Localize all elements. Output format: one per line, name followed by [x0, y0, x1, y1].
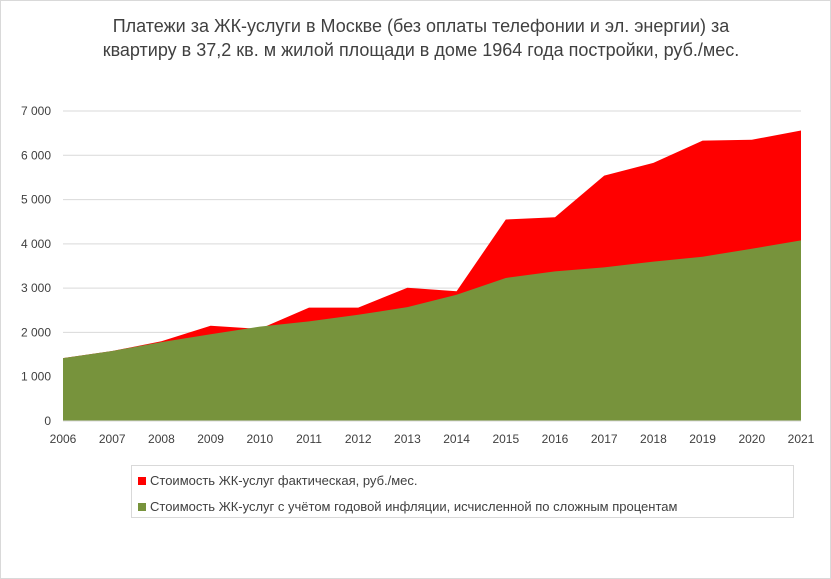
legend-item-actual: Стоимость ЖК-услуг фактическая, руб./мес… — [138, 473, 418, 488]
x-tick-label-2018: 2018 — [640, 432, 667, 446]
chart-title-line-2: квартиру в 37,2 кв. м жилой площади в до… — [102, 40, 740, 60]
x-tick-label-2010: 2010 — [246, 432, 273, 446]
x-tick-label-2015: 2015 — [492, 432, 519, 446]
x-tick-label-2019: 2019 — [689, 432, 716, 446]
y-tick-label-6: 6 000 — [21, 148, 51, 162]
x-tick-label-2009: 2009 — [197, 432, 224, 446]
y-tick-label-7: 7 000 — [21, 104, 51, 118]
x-tick-label-2006: 2006 — [50, 432, 77, 446]
x-tick-label-2021: 2021 — [788, 432, 815, 446]
y-tick-label-4: 4 000 — [21, 237, 51, 251]
chart-title: Платежи за ЖК-услуги в Москве (без оплат… — [61, 14, 781, 62]
x-tick-label-2008: 2008 — [148, 432, 175, 446]
x-tick-label-2011: 2011 — [296, 432, 322, 446]
chart-legend: Стоимость ЖК-услуг фактическая, руб./мес… — [131, 465, 794, 518]
y-tick-label-2: 2 000 — [21, 325, 51, 339]
legend-label-actual: Стоимость ЖК-услуг фактическая, руб./мес… — [150, 473, 418, 488]
series-area-1 — [63, 240, 801, 421]
area-chart: 0 1 000 2 000 3 000 4 000 5 000 6 000 7 000 2006… — [21, 104, 815, 446]
y-tick-label-1: 1 000 — [21, 370, 51, 384]
x-tick-label-2007: 2007 — [99, 432, 126, 446]
legend-item-inflation: Стоимость ЖК-услуг с учётом годовой инфл… — [138, 499, 677, 514]
legend-label-inflation: Стоимость ЖК-услуг с учётом годовой инфл… — [150, 499, 678, 514]
legend-swatch-inflation — [138, 503, 146, 511]
y-tick-label-3: 3 000 — [21, 281, 51, 295]
x-tick-label-2014: 2014 — [443, 432, 470, 446]
legend-swatch-actual — [138, 477, 146, 485]
x-tick-label-2020: 2020 — [738, 432, 765, 446]
x-tick-label-2016: 2016 — [542, 432, 569, 446]
chart-title-line-1: Платежи за ЖК-услуги в Москве (без оплат… — [112, 16, 730, 36]
x-tick-label-2012: 2012 — [345, 432, 372, 446]
x-tick-label-2017: 2017 — [591, 432, 618, 446]
y-tick-label-5: 5 000 — [21, 193, 51, 207]
x-tick-label-2013: 2013 — [394, 432, 421, 446]
y-tick-label-0: 0 — [44, 414, 51, 428]
